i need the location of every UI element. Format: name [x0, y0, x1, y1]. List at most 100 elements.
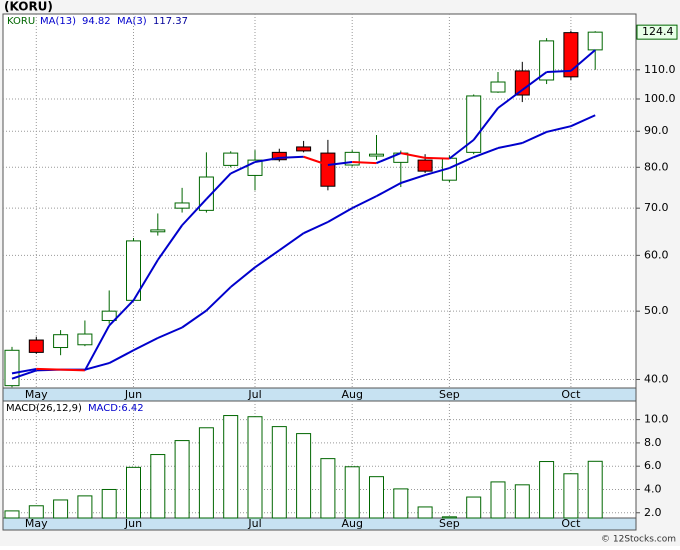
legend-entry: MA(13)	[40, 16, 76, 27]
legend-entry: MA(3)	[117, 16, 147, 27]
candle-body	[539, 40, 555, 81]
macd-bar	[587, 460, 603, 519]
ma-segment	[205, 172, 232, 200]
ma-segment	[181, 198, 208, 226]
ma-segment	[84, 362, 110, 371]
ma-segment	[254, 156, 280, 163]
ma-segment	[472, 107, 499, 141]
x-axis-strip	[2, 517, 637, 531]
macd-bar	[223, 415, 239, 519]
ma-segment	[60, 368, 85, 372]
macd-title: MACD(26,12,9)	[6, 403, 82, 414]
ma-segment	[570, 49, 596, 72]
ma-segment	[376, 152, 402, 165]
macd-bar	[490, 481, 506, 519]
x-tick-label: Oct	[561, 388, 581, 401]
ma-segment	[546, 69, 571, 74]
x-tick-label: Jul	[247, 517, 261, 530]
footer: © 12Stocks.com	[601, 535, 676, 545]
ma-segment	[157, 326, 183, 339]
y-tick-label: 8.0	[644, 436, 662, 449]
macd-bar	[296, 433, 312, 519]
macd-bar	[174, 440, 190, 519]
y-tick-label: 6.0	[644, 459, 662, 472]
ma-segment	[448, 139, 475, 160]
macd-bar	[150, 454, 166, 519]
ma-segment	[230, 266, 256, 288]
ma-segment	[181, 309, 207, 329]
ma-segment	[279, 155, 304, 159]
y-tick-label: 10.0	[644, 413, 669, 426]
candle-body	[514, 70, 530, 96]
candle-body	[150, 229, 166, 233]
ma-segment	[448, 156, 475, 169]
candle-body	[28, 339, 44, 353]
y-tick-label: 100.0	[644, 92, 676, 105]
ma-segment	[521, 131, 548, 144]
candle-body	[417, 159, 433, 172]
last-price-box	[636, 24, 678, 40]
y-tick-label: 60.0	[644, 248, 669, 261]
ma-segment	[424, 167, 450, 177]
macd-bar	[320, 458, 336, 519]
candle-body	[466, 95, 482, 153]
x-tick-label: Jun	[124, 388, 142, 401]
macd-bar	[53, 499, 69, 519]
candle-body	[587, 31, 603, 51]
macd-bar	[77, 495, 93, 519]
candle-body	[490, 81, 506, 93]
macd-bar	[539, 461, 555, 519]
ma-segment	[108, 299, 135, 327]
y-tick-label: 2.0	[644, 506, 662, 519]
y-tick-label: 50.0	[644, 304, 669, 317]
x-tick-label: Aug	[341, 517, 362, 530]
ma-segment	[132, 259, 159, 301]
x-axis-strip	[2, 387, 637, 402]
candle-body	[4, 349, 20, 387]
macd-bar	[369, 476, 384, 519]
macd-legend: MACD:6.42	[88, 403, 144, 414]
ma-segment	[156, 224, 183, 261]
ma-segment	[303, 155, 329, 166]
x-tick-label: May	[25, 388, 48, 401]
macd-bar	[28, 505, 44, 519]
ma-segment	[570, 114, 596, 128]
x-tick-label: Oct	[561, 517, 581, 530]
macd-bar	[271, 426, 287, 519]
ma-segment	[351, 195, 377, 210]
last-price-label: 124.4	[642, 25, 674, 38]
ma-segment	[327, 160, 353, 166]
x-tick-label: Aug	[341, 388, 362, 401]
y-tick-label: 4.0	[644, 482, 662, 495]
ma-segment	[327, 207, 353, 223]
ma-segment	[546, 125, 572, 133]
ma-segment	[11, 369, 37, 380]
macd-bar	[417, 506, 433, 519]
ma-segment	[352, 160, 377, 165]
legend-entry: KORU	[7, 16, 35, 27]
candle-body	[369, 153, 384, 157]
chart-title: (KORU)	[4, 0, 53, 14]
x-tick-label: Jul	[247, 388, 261, 401]
ma-segment	[425, 156, 450, 160]
ma-segment	[521, 71, 548, 91]
candle-body	[563, 32, 579, 78]
y-tick-label: 80.0	[644, 160, 669, 173]
ma-segment	[303, 221, 329, 235]
ma-segment	[84, 325, 111, 371]
macd-bar	[344, 466, 360, 519]
macd-bar	[441, 516, 457, 519]
macd-bar	[4, 510, 20, 519]
ma-segment	[108, 349, 134, 364]
x-tick-label: Sep	[439, 517, 460, 530]
y-tick-label: 70.0	[644, 201, 669, 214]
ma-segment	[133, 337, 159, 352]
candle-body	[101, 310, 117, 321]
y-tick-label: 90.0	[644, 124, 669, 137]
macd-bar	[393, 488, 409, 519]
x-tick-label: May	[25, 517, 48, 530]
ma-segment	[230, 161, 256, 175]
macd-bar	[247, 416, 263, 519]
legend-value: 94.82	[82, 16, 111, 27]
